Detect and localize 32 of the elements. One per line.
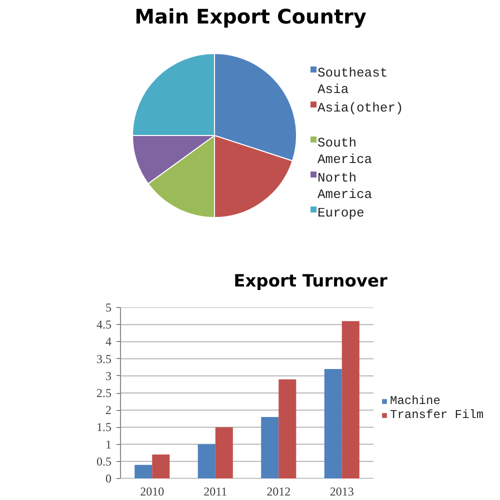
legend-label: Southeast Asia bbox=[318, 66, 388, 97]
chart-title: Export Turnover bbox=[234, 272, 388, 292]
x-tick-label: 2010 bbox=[140, 484, 164, 498]
legend-label: Europe bbox=[318, 206, 364, 220]
y-tick-label: 1.5 bbox=[96, 420, 112, 434]
x-tick-label: 2012 bbox=[266, 484, 291, 498]
y-tick-label: 4.5 bbox=[96, 318, 112, 332]
y-tick-label: 4 bbox=[106, 334, 112, 349]
bar bbox=[198, 444, 216, 478]
legend-label: Machine bbox=[390, 394, 440, 408]
y-tick-label: 0.5 bbox=[96, 454, 112, 468]
legend-label: Transfer Film bbox=[390, 408, 484, 422]
y-tick-label: 5 bbox=[106, 300, 112, 314]
legend-label: South America bbox=[318, 136, 372, 167]
x-tick-label: 2011 bbox=[204, 484, 228, 498]
x-tick-label: 2013 bbox=[330, 484, 354, 498]
y-tick-label: 1 bbox=[106, 437, 112, 452]
bar bbox=[134, 464, 152, 478]
bar bbox=[215, 427, 233, 478]
y-tick-label: 2 bbox=[106, 403, 112, 418]
bar bbox=[342, 321, 360, 478]
legend-label: Asia(other) bbox=[318, 100, 404, 116]
bar bbox=[152, 454, 170, 478]
y-tick-label: 3.5 bbox=[96, 352, 112, 366]
legend-label: North America bbox=[318, 170, 372, 202]
chart-title: Main Export Country bbox=[134, 4, 366, 28]
bar bbox=[324, 369, 342, 478]
y-tick-label: 0 bbox=[106, 472, 112, 486]
y-tick-label: 3 bbox=[106, 368, 112, 383]
bar bbox=[278, 379, 296, 478]
y-tick-label: 2.5 bbox=[96, 386, 112, 400]
bar bbox=[261, 416, 279, 478]
